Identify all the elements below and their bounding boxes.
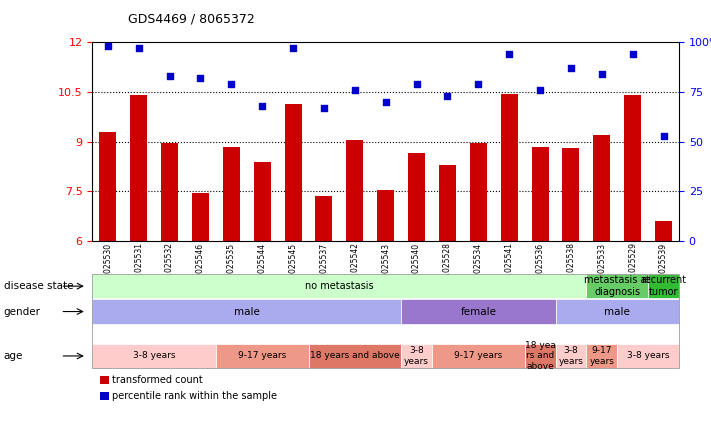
Point [627,51,638,58]
Bar [624,95,641,241]
Text: age: age [4,351,23,361]
Point [287,45,299,52]
Bar [130,95,147,241]
Bar [284,104,301,241]
Text: 3-8 years: 3-8 years [627,352,669,360]
Text: female: female [460,307,496,316]
Bar [408,153,425,241]
Text: 18 years and above: 18 years and above [310,352,400,360]
Point [195,75,206,82]
Point [319,104,330,111]
Text: gender: gender [4,307,41,316]
Bar [532,147,549,241]
Bar [346,140,363,241]
Point [535,87,546,93]
Point [225,81,237,88]
Text: disease state: disease state [4,281,73,291]
Point [596,71,607,77]
Bar [378,190,394,241]
Text: metastasis at
diagnosis: metastasis at diagnosis [584,275,651,297]
Text: 3-8
years: 3-8 years [404,346,429,365]
Bar [439,165,456,241]
Bar [501,93,518,241]
Point [102,43,114,49]
Text: GDS4469 / 8065372: GDS4469 / 8065372 [128,13,255,26]
Bar [223,147,240,241]
Text: male: male [604,307,630,316]
Text: 18 yea
rs and
above: 18 yea rs and above [525,341,555,371]
Point [565,65,577,71]
Point [411,81,422,88]
Bar [655,221,672,241]
Point [164,73,176,80]
Bar [100,132,117,241]
Bar [254,162,271,241]
Point [503,51,515,58]
Point [133,45,144,52]
Text: recurrent
tumor: recurrent tumor [641,275,686,297]
Text: 9-17 years: 9-17 years [454,352,503,360]
Bar [161,143,178,241]
Bar [192,193,209,241]
Point [473,81,484,88]
Text: transformed count: transformed count [112,375,203,385]
Text: 3-8
years: 3-8 years [559,346,584,365]
Bar [470,143,487,241]
Text: 3-8 years: 3-8 years [133,352,176,360]
Point [257,102,268,109]
Point [658,132,669,139]
Text: no metastasis: no metastasis [305,281,374,291]
Point [442,93,453,99]
Bar [316,196,333,241]
Text: male: male [234,307,260,316]
Bar [562,148,579,241]
Text: 9-17 years: 9-17 years [238,352,287,360]
Point [380,99,392,105]
Bar [594,135,610,241]
Text: percentile rank within the sample: percentile rank within the sample [112,391,277,401]
Text: 9-17
years: 9-17 years [589,346,614,365]
Point [349,87,360,93]
